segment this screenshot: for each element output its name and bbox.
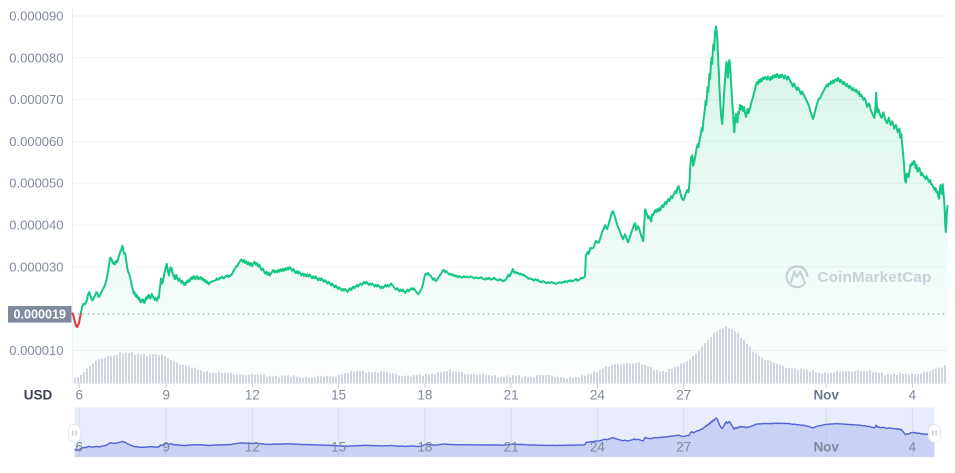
- svg-text:6: 6: [76, 388, 84, 403]
- svg-text:Nov: Nov: [813, 440, 839, 455]
- svg-text:USD: USD: [24, 388, 53, 403]
- svg-text:0.000060: 0.000060: [9, 134, 63, 149]
- svg-text:0.000070: 0.000070: [9, 92, 63, 107]
- svg-text:6: 6: [76, 440, 84, 455]
- svg-text:0.000030: 0.000030: [9, 259, 63, 274]
- svg-text:12: 12: [245, 440, 260, 455]
- svg-text:0.000010: 0.000010: [9, 343, 63, 358]
- svg-text:18: 18: [417, 440, 432, 455]
- svg-text:CoinMarketCap: CoinMarketCap: [818, 269, 932, 286]
- svg-text:0.000090: 0.000090: [9, 9, 63, 24]
- svg-text:21: 21: [504, 388, 519, 403]
- svg-text:0.000019: 0.000019: [14, 308, 67, 322]
- svg-text:9: 9: [162, 388, 170, 403]
- svg-text:0.000080: 0.000080: [9, 50, 63, 65]
- svg-text:15: 15: [331, 440, 346, 455]
- svg-text:0.000050: 0.000050: [9, 176, 63, 191]
- svg-text:21: 21: [504, 440, 519, 455]
- svg-text:24: 24: [590, 388, 606, 403]
- svg-text:18: 18: [417, 388, 432, 403]
- svg-text:4: 4: [909, 440, 917, 455]
- svg-text:15: 15: [331, 388, 346, 403]
- svg-text:27: 27: [676, 440, 691, 455]
- svg-text:4: 4: [909, 388, 917, 403]
- svg-text:24: 24: [590, 440, 606, 455]
- svg-text:Nov: Nov: [813, 388, 839, 403]
- svg-text:0.000040: 0.000040: [9, 218, 63, 233]
- svg-text:9: 9: [162, 440, 170, 455]
- svg-text:27: 27: [676, 388, 691, 403]
- svg-text:12: 12: [245, 388, 260, 403]
